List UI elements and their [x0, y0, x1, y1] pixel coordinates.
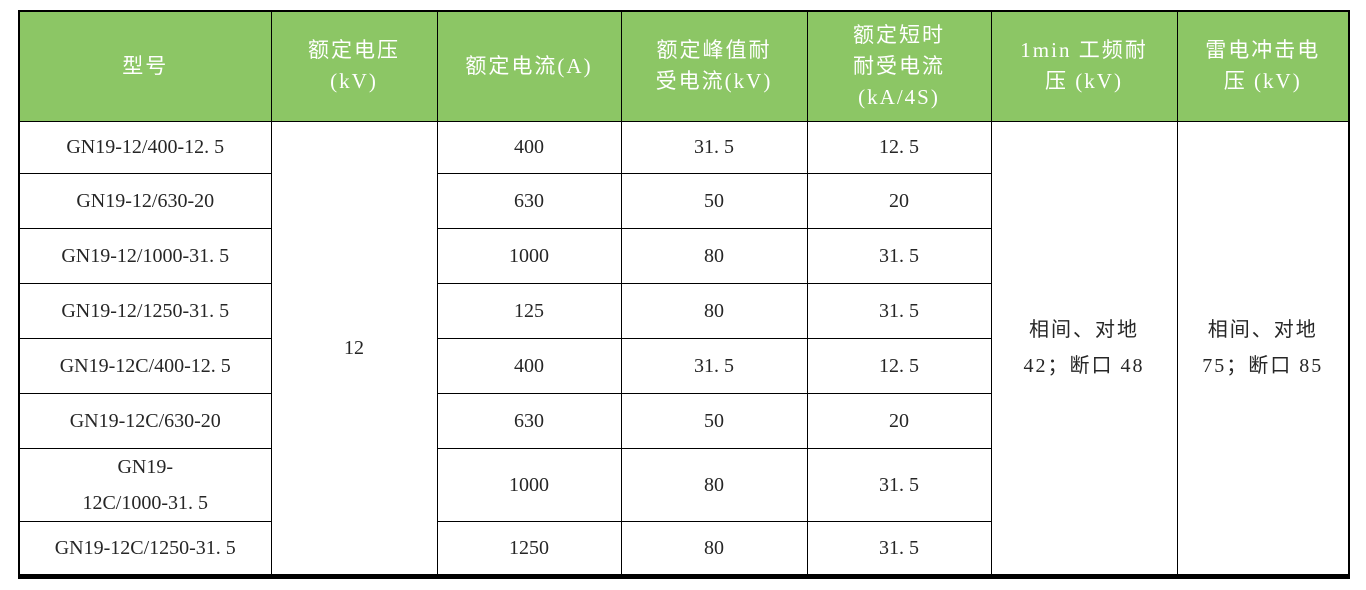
- header-model: 型号: [18, 10, 272, 122]
- model-cell: GN19-12/630-20: [18, 172, 272, 229]
- model-cell: GN19-12C/630-20: [18, 392, 272, 449]
- peak-withstand-cell: 50: [620, 172, 808, 229]
- rated-current-cell: 630: [436, 392, 622, 449]
- short-time-withstand-cell: 31. 5: [806, 447, 992, 522]
- short-time-withstand-cell: 12. 5: [806, 337, 992, 394]
- short-time-withstand-cell: 31. 5: [806, 282, 992, 339]
- spec-table: 型号 额定电压 (kV) 额定电流(A) 额定峰值耐 受电流(kV) 额定短时 …: [18, 10, 1350, 579]
- rated-current-cell: 125: [436, 282, 622, 339]
- model-cell: GN19-12C/1250-31. 5: [18, 520, 272, 577]
- peak-withstand-cell: 80: [620, 520, 808, 577]
- peak-withstand-cell: 80: [620, 447, 808, 522]
- short-time-withstand-cell: 12. 5: [806, 120, 992, 174]
- model-cell: GN19- 12C/1000-31. 5: [18, 447, 272, 522]
- table-row: GN19-12/1000-31. 5 1000 80 31. 5: [18, 227, 1349, 284]
- header-peak-withstand-current: 额定峰值耐 受电流(kV): [620, 10, 808, 122]
- model-cell: GN19-12/1000-31. 5: [18, 227, 272, 284]
- short-time-withstand-cell: 20: [806, 172, 992, 229]
- peak-withstand-cell: 31. 5: [620, 337, 808, 394]
- rated-current-cell: 400: [436, 337, 622, 394]
- header-rated-voltage: 额定电压 (kV): [270, 10, 438, 122]
- model-cell: GN19-12/400-12. 5: [18, 120, 272, 174]
- model-cell: GN19-12C/400-12. 5: [18, 337, 272, 394]
- table-row: GN19-12C/630-20 630 50 20: [18, 392, 1349, 449]
- header-power-frequency-withstand-voltage: 1min 工频耐 压 (kV): [990, 10, 1178, 122]
- table-row: GN19-12/400-12. 5 12 400 31. 5 12. 5 相间、…: [18, 120, 1350, 577]
- peak-withstand-cell: 80: [620, 282, 808, 339]
- table-row: GN19-12C/1250-31. 5 1250 80 31. 5: [18, 520, 1349, 577]
- peak-withstand-cell: 31. 5: [620, 120, 808, 174]
- rated-current-cell: 630: [436, 172, 622, 229]
- header-row: 型号 额定电压 (kV) 额定电流(A) 额定峰值耐 受电流(kV) 额定短时 …: [18, 10, 1350, 122]
- table-row: GN19-12/630-20 630 50 20: [18, 172, 1349, 229]
- rated-current-cell: 400: [436, 120, 622, 174]
- rated-current-cell: 1250: [436, 520, 622, 577]
- short-time-withstand-cell: 31. 5: [806, 227, 992, 284]
- table-row: GN19-12C/400-12. 5 400 31. 5 12. 5: [18, 337, 1349, 394]
- lightning-impulse-merged-cell: 相间、对地 75；断口 85: [1176, 120, 1350, 577]
- rated-current-cell: 1000: [436, 447, 622, 522]
- header-rated-current: 额定电流(A): [436, 10, 622, 122]
- short-time-withstand-cell: 20: [806, 392, 992, 449]
- rated-current-cell: 1000: [436, 227, 622, 284]
- peak-withstand-cell: 50: [620, 392, 808, 449]
- short-time-withstand-cell: 31. 5: [806, 520, 992, 577]
- rated-voltage-merged-cell: 12: [270, 120, 438, 577]
- peak-withstand-cell: 80: [620, 227, 808, 284]
- header-short-time-withstand-current: 额定短时 耐受电流 (kA/4S): [806, 10, 992, 122]
- power-freq-withstand-merged-cell: 相间、对地 42；断口 48: [990, 120, 1178, 577]
- table-row: GN19-12/1250-31. 5 125 80 31. 5: [18, 282, 1349, 339]
- model-cell: GN19-12/1250-31. 5: [18, 282, 272, 339]
- table-row: GN19- 12C/1000-31. 5 1000 80 31. 5: [18, 447, 1349, 522]
- header-lightning-impulse-voltage: 雷电冲击电 压 (kV): [1176, 10, 1350, 122]
